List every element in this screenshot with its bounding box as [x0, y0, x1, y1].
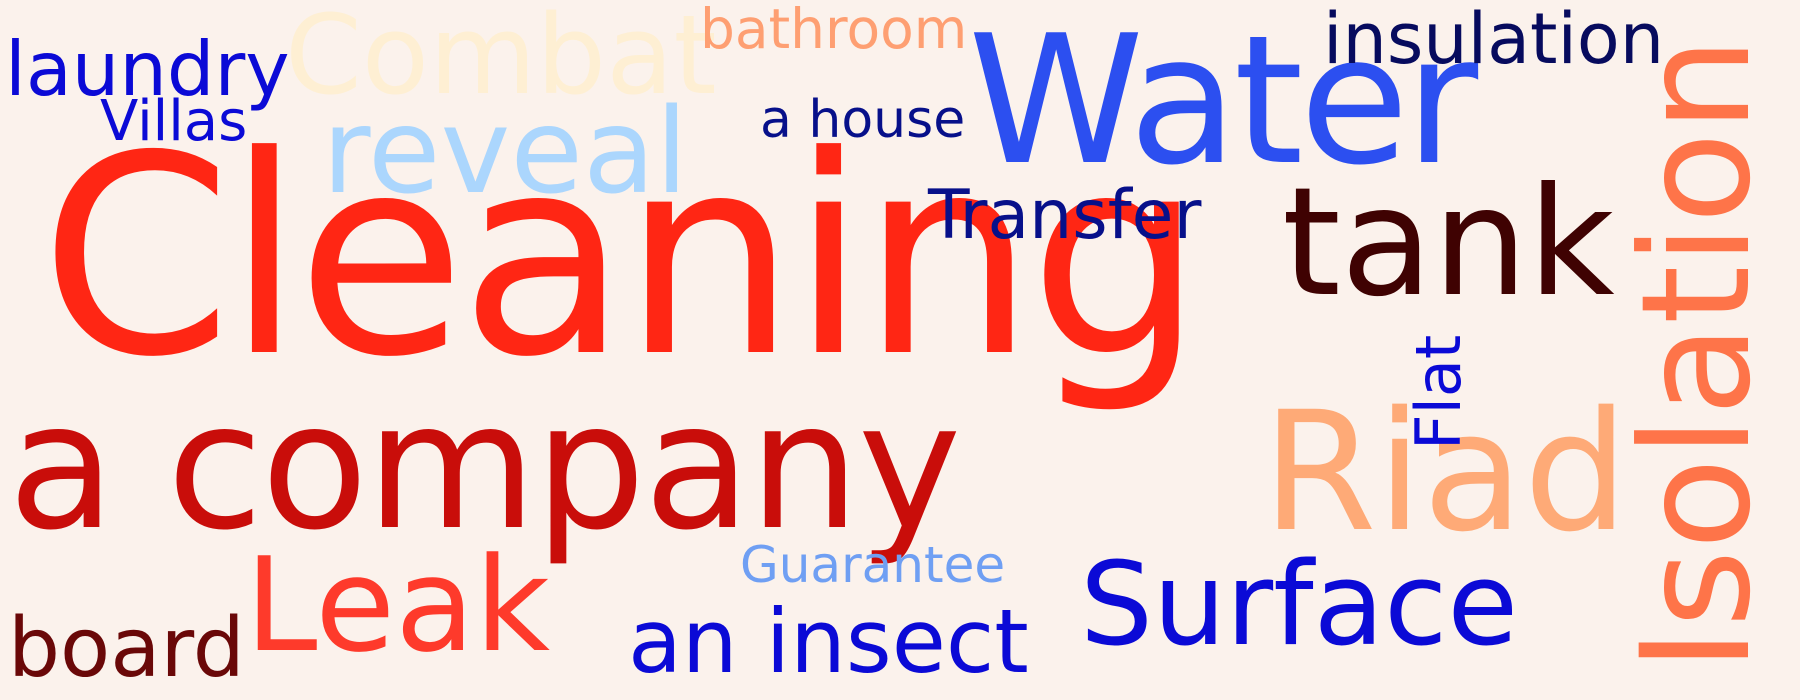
word-board: board	[8, 601, 245, 696]
word-cleaning: Cleaning	[40, 97, 1204, 417]
word-a-house: a house	[760, 90, 966, 150]
word-guarantee: Guarantee	[740, 536, 1006, 594]
word-combat: Combat	[285, 0, 717, 119]
word-water: Water	[968, 0, 1478, 204]
word-leak: Leak	[245, 529, 551, 681]
word-laundry: laundry	[5, 25, 290, 113]
word-villas: Villas	[100, 89, 248, 154]
word-transfer: Transfer	[928, 176, 1202, 255]
word-surface: Surface	[1080, 538, 1519, 672]
word-a-company: a company	[8, 366, 961, 569]
word-tank: tank	[1282, 156, 1615, 330]
word-bathroom: bathroom	[700, 0, 968, 61]
word-riad: Riad	[1262, 376, 1629, 568]
word-insulation: insulation	[1323, 0, 1665, 80]
word-an-insect: an insect	[628, 590, 1029, 693]
word-reveal: reveal	[322, 82, 689, 220]
word-isolation: Isolation	[1610, 36, 1784, 672]
word-flat: Flat	[1402, 334, 1475, 450]
